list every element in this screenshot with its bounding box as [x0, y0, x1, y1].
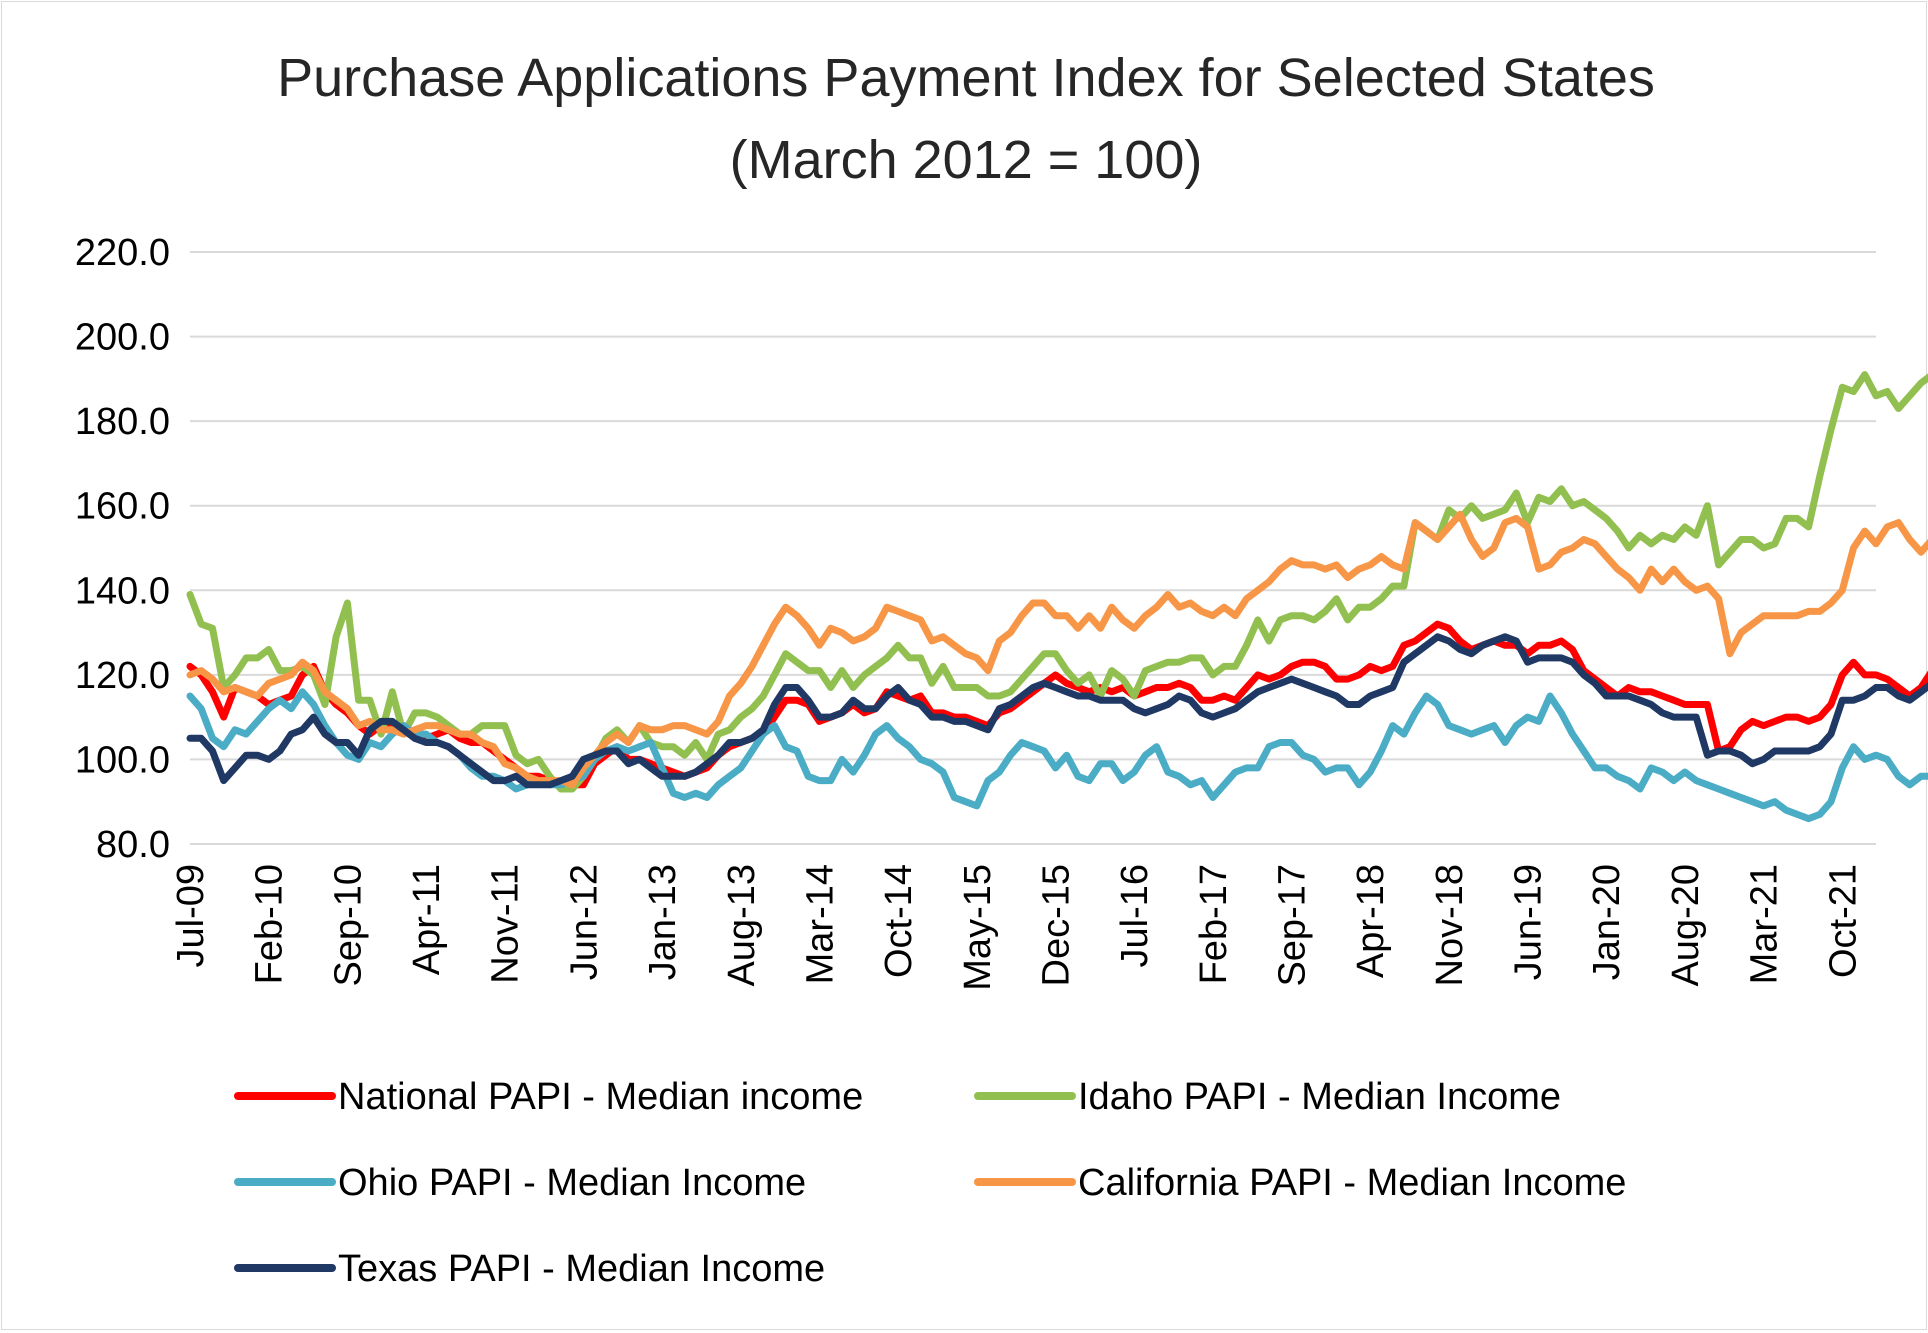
x-tick-label: Aug-20 — [1665, 864, 1707, 987]
x-tick-label: Jul-16 — [1114, 864, 1156, 968]
x-axis: Jul-09 Feb-10 Sep-10 Apr-11 Nov-11 Jun-12 Jan-… — [170, 864, 1864, 991]
legend-label: Idaho PAPI - Median Income — [1078, 1076, 1561, 1118]
series-lines — [186, 371, 1928, 823]
x-tick-label: Jun-12 — [563, 864, 605, 980]
legend: National PAPI - Median income Idaho PAPI … — [234, 1076, 1626, 1290]
y-tick-label: 120.0 — [75, 655, 170, 697]
x-tick-label: Jan-20 — [1586, 864, 1628, 980]
y-tick-label: 200.0 — [75, 317, 170, 359]
x-tick-label: Apr-11 — [406, 864, 448, 975]
x-tick-label: Dec-15 — [1035, 864, 1077, 987]
x-tick-label: Aug-13 — [721, 864, 763, 987]
x-tick-label: Nov-18 — [1429, 864, 1471, 987]
x-tick-label: May-15 — [957, 864, 999, 991]
x-tick-label: Mar-21 — [1744, 864, 1786, 984]
x-tick-label: Sep-17 — [1272, 864, 1314, 987]
y-tick-label: 220.0 — [75, 232, 170, 274]
x-tick-label: Feb-17 — [1193, 864, 1235, 984]
x-tick-label: Mar-14 — [799, 864, 841, 984]
legend-label: Texas PAPI - Median Income — [338, 1248, 825, 1290]
x-tick-label: Feb-10 — [249, 864, 291, 984]
x-tick-label: Oct-21 — [1822, 864, 1864, 978]
chart-title: Purchase Applications Payment Index for … — [277, 48, 1655, 108]
gridlines — [190, 251, 1876, 845]
y-tick-label: 180.0 — [75, 401, 170, 443]
legend-label: Ohio PAPI - Median Income — [338, 1162, 806, 1204]
y-tick-label: 140.0 — [75, 570, 170, 612]
x-tick-label: Jan-13 — [642, 864, 684, 980]
x-tick-label: Apr-18 — [1350, 864, 1392, 978]
x-tick-label: Jul-09 — [170, 864, 212, 968]
x-tick-label: Jun-19 — [1508, 864, 1550, 980]
series-line-3 — [186, 510, 1928, 789]
y-tick-label: 160.0 — [75, 486, 170, 528]
x-tick-label: Sep-10 — [327, 864, 369, 987]
legend-label: California PAPI - Median Income — [1078, 1162, 1626, 1204]
legend-label: National PAPI - Median income — [338, 1076, 863, 1118]
y-tick-label: 100.0 — [75, 739, 170, 781]
y-tick-label: 80.0 — [96, 824, 170, 866]
x-tick-label: Oct-14 — [878, 864, 920, 978]
series-line-4 — [186, 633, 1928, 789]
y-axis: 80.0 100.0 120.0 140.0 160.0 180.0 200.0 220.0 — [75, 232, 170, 866]
series-line-2 — [186, 688, 1928, 823]
chart-subtitle: (March 2012 = 100) — [730, 130, 1203, 190]
series-line-1 — [186, 371, 1928, 793]
x-tick-label: Nov-11 — [485, 864, 527, 984]
